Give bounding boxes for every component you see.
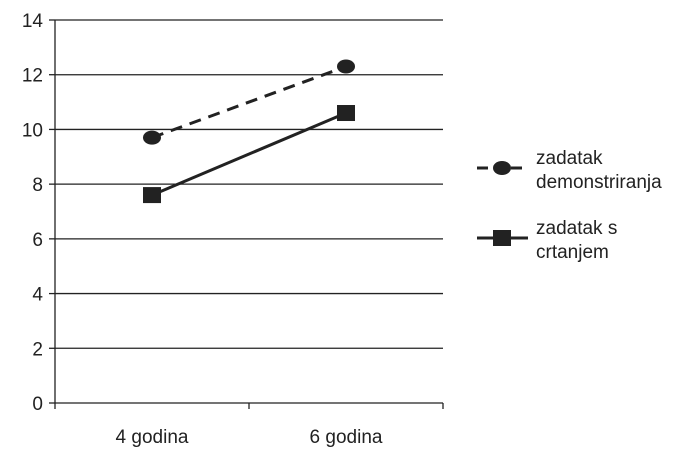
series-line-0 <box>151 65 347 140</box>
legend-label: crtanjem <box>536 242 609 263</box>
data-point-s1-1 <box>337 105 355 122</box>
y-tick-labels: 0 2 4 6 8 10 12 14 <box>22 11 44 415</box>
legend-label: zadatak s <box>536 218 617 239</box>
gridlines <box>49 19 444 409</box>
axes <box>54 20 443 404</box>
x-tick-labels: 4 godina 6 godina <box>116 427 383 448</box>
y-tick-label: 2 <box>32 339 43 360</box>
data-point-s1-0 <box>143 187 161 204</box>
x-tick-label: 6 godina <box>310 427 383 448</box>
legend: zadatak demonstriranja zadatak s crtanjem <box>477 148 662 263</box>
legend-marker-0 <box>493 161 511 175</box>
series-line-1 <box>151 111 347 197</box>
y-tick-label: 0 <box>32 394 43 415</box>
y-tick-label: 14 <box>22 11 44 32</box>
y-tick-label: 8 <box>32 175 43 196</box>
legend-label: demonstriranja <box>536 172 662 193</box>
series <box>143 59 355 204</box>
y-tick-label: 4 <box>32 285 43 306</box>
y-tick-label: 12 <box>22 66 43 87</box>
x-tick-label: 4 godina <box>116 427 189 448</box>
data-point-s0-1 <box>337 59 355 74</box>
y-tick-label: 10 <box>22 120 43 141</box>
legend-label: zadatak <box>536 148 603 169</box>
legend-marker-1 <box>493 230 511 246</box>
y-tick-label: 6 <box>32 230 43 251</box>
data-point-s0-0 <box>143 130 161 145</box>
